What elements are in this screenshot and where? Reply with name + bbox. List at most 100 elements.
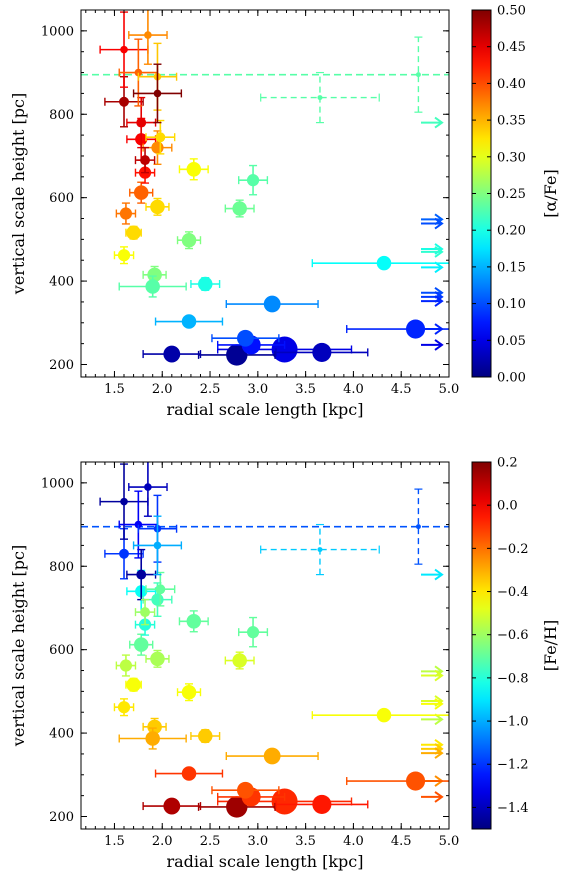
data-point [118,727,187,750]
x-tick-label: 2.0 [152,382,173,397]
dashed-data-point [260,71,380,124]
plot-marks [81,10,449,366]
colorbar-tick-label: 0.35 [497,114,526,129]
data-point [190,728,221,744]
colorbar-tick-label: 0.00 [497,371,526,386]
colorbar-tick-label: −1.0 [497,715,529,730]
lower-limit-arrow [421,568,444,581]
y-tick-label: 400 [49,275,74,290]
axes-frame [80,9,450,378]
x-tick-label: 3.0 [247,834,268,849]
y-tick-label: 800 [49,560,74,575]
lower-limit-arrow [421,246,444,258]
colorbar-tick-label: −0.6 [497,628,529,643]
x-tick-label: 2.0 [152,834,173,849]
data-point [176,683,202,702]
colorbar-tick-label: −0.4 [497,585,529,600]
data-point [225,747,319,765]
x-tick-label: 3.5 [295,834,316,849]
x-tick-label: 4.0 [343,382,364,397]
data-point [275,342,369,362]
data-point [142,717,167,736]
data-point [238,616,269,648]
plot-area-fe-h [80,461,450,830]
lower-limit-arrow [421,116,444,129]
plot-area-alpha-fe [80,9,450,378]
colorbar-tick-label: 0.45 [497,40,526,55]
colorbar-tick-label: 0.40 [497,77,526,92]
dashed-data-point [414,488,423,565]
lower-limit-arrow [421,295,444,307]
y-tick-label: 200 [49,810,74,825]
colorbar-tick-label: 0.30 [497,150,526,165]
data-point [99,11,149,88]
y-tick-label: 400 [49,727,74,742]
data-point [142,345,202,363]
x-tick-label: 5.0 [439,382,460,397]
plot-marks [81,462,449,818]
data-point [118,38,159,107]
data-point [225,295,319,313]
data-point [154,766,224,781]
data-point [224,651,255,670]
data-point [128,10,168,65]
data-point [134,598,156,626]
x-tick-label: 2.5 [200,382,221,397]
x-tick-label: 4.5 [391,382,412,397]
y-axis-label: vertical scale height [pc] [9,545,28,747]
colorbar-fe-h [471,461,492,830]
x-tick-label: 4.0 [343,834,364,849]
lower-limit-arrow [421,217,444,230]
data-point [128,462,168,517]
colorbar-gradient [471,461,492,830]
data-point [178,158,209,181]
data-point [145,197,170,216]
x-tick-label: 3.0 [247,382,268,397]
data-point [224,199,255,218]
colorbar-tick-label: −1.4 [497,801,529,816]
data-point [99,463,149,540]
dashed-data-point [414,36,423,113]
x-axis-label: radial scale length [kpc] [166,852,363,871]
data-point [125,677,142,692]
data-point [126,548,157,601]
x-tick-label: 3.5 [295,382,316,397]
data-point [178,610,209,633]
axes-frame [80,461,450,830]
data-point [154,314,224,329]
y-tick-label: 600 [49,191,74,206]
y-tick-label: 1000 [41,476,74,491]
data-point [132,63,183,124]
lower-limit-arrow [421,791,444,803]
colorbar-tick-label: −0.8 [497,671,529,686]
data-point [134,146,156,174]
data-point [132,515,183,576]
y-tick-label: 200 [49,358,74,373]
colorbar-tick-label: −0.2 [497,542,529,557]
colorbar-tick-label: 0.25 [497,187,526,202]
data-point [238,164,269,196]
data-point [118,275,187,298]
data-point [346,771,449,791]
data-point [176,231,202,250]
data-point [311,707,449,723]
colorbar-tick-label: 0.05 [497,334,526,349]
lower-limit-arrow [421,713,444,726]
colorbar-tick-label: 0.15 [497,260,526,275]
data-point [113,698,135,717]
data-point [115,654,137,677]
data-point [129,181,154,204]
x-tick-label: 1.5 [104,834,125,849]
data-point [346,319,449,339]
data-point [197,344,276,366]
y-tick-label: 600 [49,643,74,658]
y-tick-label: 1000 [41,24,74,39]
x-axis-label: radial scale length [kpc] [166,400,363,419]
data-point [113,246,135,265]
y-tick-label: 800 [49,108,74,123]
lower-limit-arrow [421,698,444,710]
lower-limit-arrow [421,669,444,682]
data-point [142,797,202,815]
data-point [211,329,280,347]
